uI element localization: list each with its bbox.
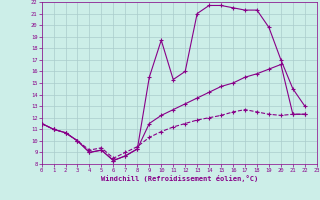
X-axis label: Windchill (Refroidissement éolien,°C): Windchill (Refroidissement éolien,°C) bbox=[100, 175, 258, 182]
